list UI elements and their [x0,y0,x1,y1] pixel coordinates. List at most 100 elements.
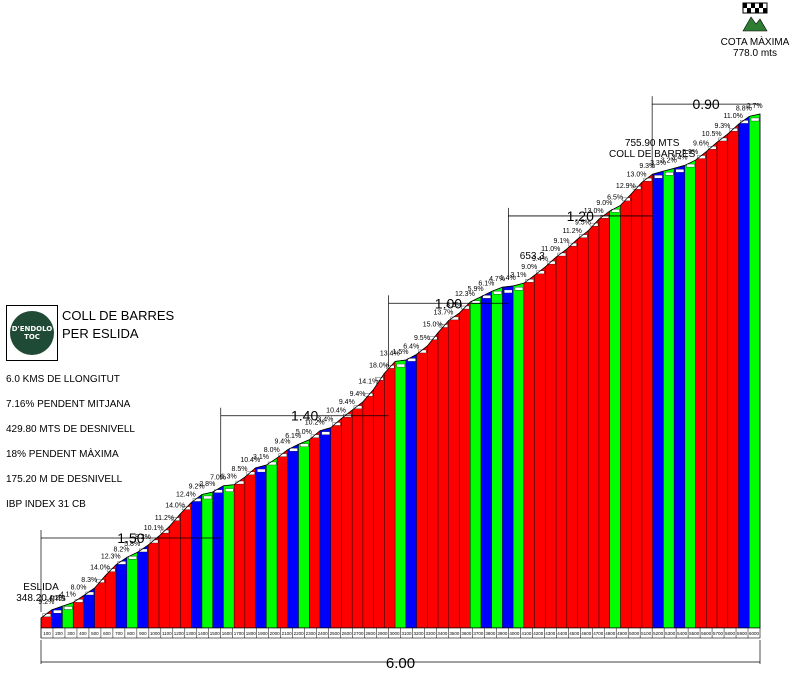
grade-label: 8.0% [71,584,87,591]
grade-label: 9.4% [274,439,290,446]
grade-label: 9.1% [553,238,569,245]
summit-label: COTA MÀXIMA [720,37,790,48]
grade-label: 6.4% [403,343,419,350]
tick-label: 6000 [749,631,760,636]
profile-segment [609,205,621,629]
route-title: COLL DE BARRES PER ESLIDA [62,307,174,343]
grade-label: 4.7% [489,276,505,283]
grade-label: 13.0% [584,208,604,215]
profile-segment [470,296,482,629]
profile-segment [266,457,278,629]
segment-marker [654,175,663,179]
profile-segment [319,427,331,629]
profile-segment [641,173,653,629]
tick-label: 2300 [306,631,317,636]
tick-label: 800 [127,631,135,636]
profile-segment [115,556,128,629]
profile-segment [341,409,353,629]
tick-label: 1900 [258,631,269,636]
grade-label: 4.1% [60,591,76,598]
segment-marker [471,300,481,304]
summit-flag-icon [742,2,768,32]
segment-marker [675,169,685,173]
tick-label: 2900 [378,631,389,636]
profile-segment [287,443,299,629]
tick-label: 4200 [533,631,544,636]
grade-label: 11.0% [723,113,742,120]
grade-label: 9.0% [596,200,612,207]
segment-marker [225,488,234,492]
grade-label: 3.2% [661,157,677,164]
grade-label: 18.0% [369,362,389,369]
profile-segment [223,484,235,629]
tick-label: 5800 [725,631,736,636]
grade-label: 5.9% [468,286,484,293]
stat-elevation-2: 175.20 M DE DESNIVELL [6,474,123,485]
grade-label: 12.3% [101,554,121,561]
summit-value: 778.0 mts [733,48,777,59]
tick-label: 3400 [437,631,448,636]
tick-label: 2700 [354,631,365,636]
profile-segment [180,502,192,629]
profile-segment [62,602,74,629]
profile-segment [588,218,600,629]
segment-marker [64,606,73,610]
profile-segment [523,274,535,629]
grade-label: 11.2% [563,228,582,235]
grade-label: 2.7% [747,103,763,110]
tick-label: 3500 [449,631,460,636]
grade-label: 3.1% [511,272,527,279]
segment-marker [203,495,212,500]
annotation-sublabel: 348.20 mts [16,593,65,604]
segment-marker [664,172,674,176]
logo-text-line1: D'ENDOLO [11,325,53,333]
profile-segment [405,354,417,629]
tick-label: 5000 [629,631,640,636]
profile-outline [40,113,761,629]
grade-label: 8.0% [264,447,280,454]
section-label: 1.40 [291,408,318,424]
profile-segment [716,133,729,629]
grade-label: 9.4% [350,391,366,398]
profile-segment [298,439,310,629]
grade-label: 8.8% [736,105,752,112]
grade-label: 7.0% [210,475,226,482]
tick-label: 1100 [162,631,172,636]
profile-segment [673,165,686,629]
tick-label: 4800 [605,631,616,636]
grade-label: 6.1% [478,280,494,287]
profile-segment [169,513,181,629]
section-label: 1.00 [435,295,462,311]
route-stats: 6.0 KMS DE LLONGITUT 7.16% PENDENT MITJA… [6,372,135,522]
segment-marker [504,289,513,294]
segment-marker [750,117,760,122]
tick-label: 5900 [737,631,748,636]
stat-avg-grade: 7.16% PENDENT MITJANA [6,399,131,410]
annotation-label: 653.3 [520,251,545,262]
tick-label: 3700 [473,631,484,636]
grade-label: 8.5% [232,466,248,473]
profile-segment [148,535,160,629]
tick-label: 4700 [593,631,604,636]
grade-label: 1.4% [500,275,516,282]
grade-label: 15.0% [423,322,443,329]
grade-label: 13.0% [627,171,647,178]
segment-marker [514,287,524,291]
profile-segment [491,286,503,629]
segment-marker [428,336,438,340]
grade-label: 12.9% [616,183,636,190]
tick-label: 4000 [509,631,520,636]
tick-label: 2800 [366,631,377,636]
tick-label: 100 [43,631,51,636]
grade-label: 8.2% [135,534,151,541]
segment-marker [289,448,298,452]
profile-segment [577,230,589,629]
profile-segment [566,238,578,629]
grade-label: 9.4% [339,399,355,406]
grade-label: 9.6% [693,141,709,148]
tick-label: 1300 [186,631,197,636]
tick-label: 2100 [282,631,293,636]
segment-marker [117,561,127,565]
grade-label: 3.3% [650,160,666,167]
grade-label: 9.4% [532,256,548,263]
